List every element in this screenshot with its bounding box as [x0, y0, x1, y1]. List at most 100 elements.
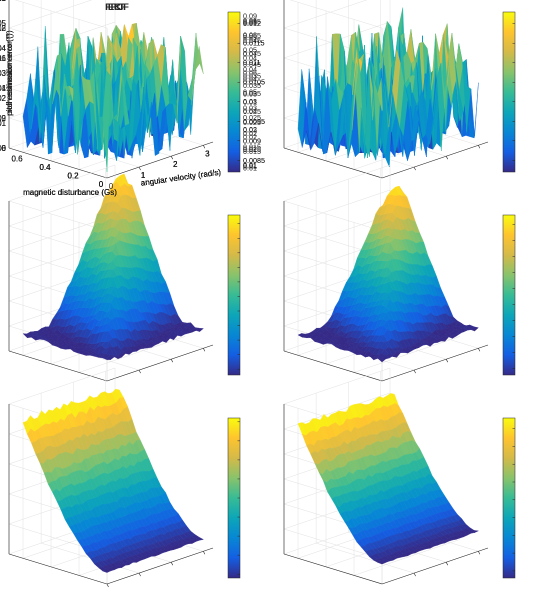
x-tick-label: 1 [141, 171, 146, 180]
colorbar-tick-label: 0.04 [243, 74, 257, 83]
colorbar-tick-label: 0.01 [243, 97, 257, 106]
x-tick-mark [478, 348, 481, 352]
colorbar-tick-label: 0.025 [243, 107, 261, 116]
colorbar-tick-label: 0.035 [243, 72, 261, 81]
colorbar-tick-label: 0.0105 [243, 78, 265, 87]
chart-panel-3 [8, 164, 241, 382]
z-tick-label: 0.009 [0, 114, 7, 123]
colorbar-tick-label: 0.009 [243, 136, 261, 145]
y-tick-label: 0.2 [67, 171, 79, 180]
y-tick-label: 0 [99, 180, 104, 189]
z-tick-label: 0.013 [0, 0, 7, 3]
chart-title: FPCF [105, 2, 129, 12]
x-tick-label: 2 [173, 160, 178, 169]
colorbar-tick-label: 0.0085 [243, 156, 265, 165]
colorbar-tick-label: 0.015 [243, 143, 261, 152]
z-tick-label: 0.03 [0, 69, 7, 78]
z-tick-label: 0.009 [0, 114, 7, 123]
z-tick-label: 0.01 [0, 84, 7, 93]
z-axis-label: roll estimation error (°) [5, 33, 14, 113]
colorbar-tick-label: 0.011 [243, 58, 260, 67]
z-tick-label: 0.012 [0, 24, 7, 33]
z-tick-label: 0.011 [0, 54, 7, 63]
colorbar-tick-label: 0.0095 [243, 117, 265, 126]
x-tick-mark [478, 145, 481, 149]
z-tick-label: 0.01 [0, 119, 7, 128]
chart-title: ECF [108, 2, 127, 12]
surface [22, 173, 204, 360]
chart-title: EKF [108, 2, 127, 12]
colorbar [502, 11, 516, 173]
y-axis-line [8, 147, 108, 179]
x-tick-mark [413, 369, 416, 374]
x-tick-mark [203, 551, 206, 555]
z-tick-label: 0.008 [0, 144, 7, 153]
colorbar-tick-label: 0.0085 [243, 156, 265, 165]
x-tick-mark [413, 572, 416, 577]
colorbar-tick-label: 0.05 [243, 18, 257, 27]
y-tick-label: 0.6 [11, 154, 23, 163]
colorbar [502, 214, 516, 376]
x-tick-mark [170, 156, 174, 160]
z-tick-label: 0.011 [0, 54, 7, 63]
surface [297, 393, 480, 565]
colorbar [227, 214, 241, 376]
y-tick-label: 0.6 [11, 154, 23, 163]
colorbar-tick-label: 0.01 [243, 160, 257, 169]
z-tick-label: 0.012 [0, 24, 7, 33]
surface-patch [195, 46, 204, 75]
y-tick-label: 0.4 [39, 163, 51, 172]
x-tick-mark [478, 551, 481, 555]
colorbar-tick-label: 0.035 [243, 89, 261, 98]
x-tick-mark [138, 166, 141, 171]
colorbar-tick-label: 0.045 [243, 60, 261, 69]
colorbar-tick-label: 0.012 [243, 19, 261, 28]
x-axis-line [106, 141, 214, 179]
colorbar-tick-label: 0.05 [243, 45, 257, 54]
x-tick-mark [445, 359, 449, 363]
z-tick-label: 0.06 [0, 0, 7, 3]
x-tick-mark [413, 166, 416, 171]
y-tick-label: 0.2 [67, 171, 79, 180]
colorbar-tick-label: 0.045 [243, 36, 261, 45]
x-tick-label: 2 [173, 160, 178, 169]
surface-patch [470, 82, 479, 139]
chart-panel-4 [283, 164, 516, 382]
colorbar-tick-label: 0.015 [243, 147, 261, 156]
y-axis-label: magnetic disturbance (Gs) [23, 188, 117, 197]
x-tick-label: 3 [205, 149, 210, 158]
chart-panel-1 [8, 0, 241, 179]
y-axis-label: magnetic disturbance (Gs) [23, 188, 117, 197]
z-axis-label: roll estimation error (°) [5, 33, 14, 113]
x-gridline [40, 190, 140, 371]
surface-patch [195, 328, 204, 332]
y-axis-line [8, 350, 108, 382]
z-axis-label: pitch estimation error (°) [5, 30, 14, 116]
z-tick-label: 0.008 [0, 144, 7, 153]
z-tick-label: 0.04 [0, 44, 7, 53]
colorbar-tick-label: 0.02 [243, 125, 257, 134]
x-tick-mark [445, 156, 449, 160]
x-tick-label: 3 [205, 149, 210, 158]
surface [297, 185, 479, 363]
x-axis-line [106, 344, 214, 382]
y-tick-label: 0.4 [39, 163, 51, 172]
x-tick-label: 3 [205, 149, 210, 158]
y-axis-label: magnetic disturbance (Gs) [23, 188, 117, 197]
x-tick-mark [170, 562, 174, 566]
colorbar-tick-label: 0.06 [243, 16, 257, 25]
z-tick-label: 0 [2, 144, 7, 153]
x-tick-mark [138, 572, 141, 577]
z-gridline [289, 0, 383, 29]
colorbar-tick-label: 0.0095 [243, 117, 265, 126]
chart-panel-2 [283, 0, 516, 179]
y-tick-label: 0.4 [39, 163, 51, 172]
y-tick-label: 0 [99, 180, 104, 189]
surface-patch [154, 338, 163, 344]
z-tick-label: 0.06 [0, 0, 7, 3]
y-tick-label: 0.6 [11, 154, 23, 163]
colorbar-tick-label: 0.025 [243, 118, 261, 127]
y-tick-label: 0.2 [67, 171, 79, 180]
y-tick-label: 0.2 [67, 171, 79, 180]
